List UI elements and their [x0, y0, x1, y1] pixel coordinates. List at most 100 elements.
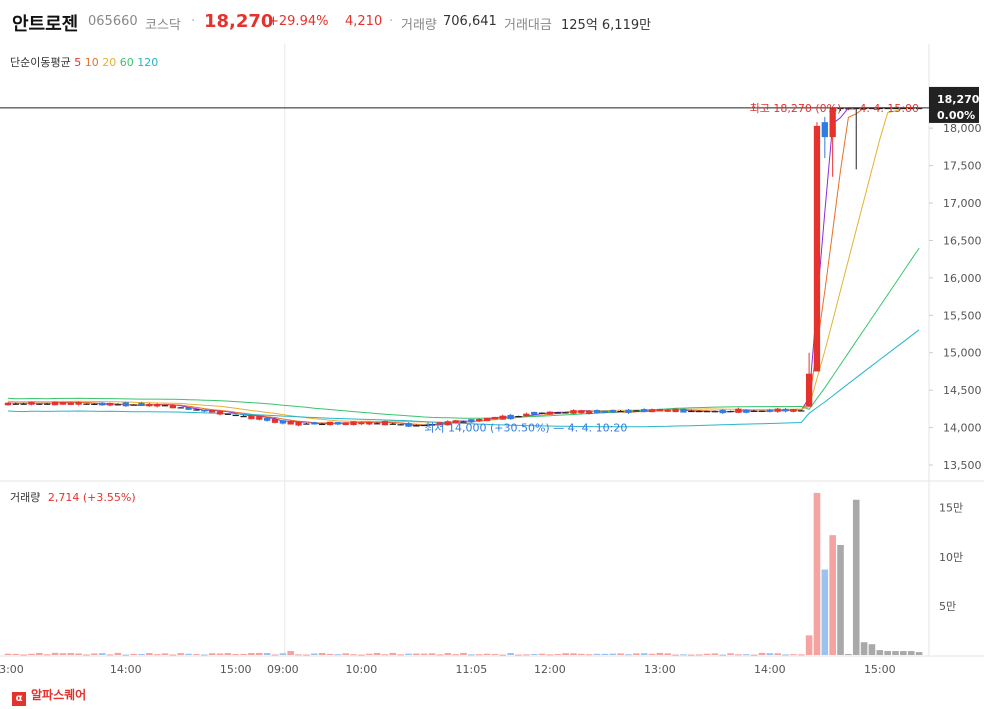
price-tag: 18,270 0.00% [929, 86, 980, 123]
candle-body [295, 421, 302, 426]
price-tick-label: 15,000 [943, 347, 982, 360]
volume-tick-label: 10만 [939, 551, 963, 564]
volume-bar [255, 652, 263, 655]
amount-value: 125억 6,119만 [561, 18, 652, 33]
candle-body [44, 403, 51, 405]
candle-body [279, 420, 286, 424]
candle-body [366, 422, 373, 425]
price-tick-label: 17,500 [943, 160, 982, 173]
candle-body [821, 122, 828, 138]
candle-body [154, 404, 161, 407]
volume-bar [900, 651, 907, 655]
volume-bar [672, 654, 679, 656]
candle-body [531, 411, 538, 415]
candle-body [413, 425, 420, 427]
volume-bar [585, 654, 593, 656]
candle-body [853, 107, 860, 110]
volume-bar [907, 651, 915, 655]
candle-body [570, 410, 577, 414]
price-tick-label: 16,000 [943, 272, 982, 285]
volume-bar [295, 654, 302, 656]
candle-body [468, 419, 475, 423]
ma-line-60 [7, 247, 920, 419]
candle-body [20, 403, 27, 405]
volume-bar [475, 654, 483, 656]
candle-body [672, 408, 679, 413]
candle-body [695, 410, 703, 413]
volume-value: 706,641 [443, 14, 497, 29]
candle-body [908, 107, 915, 110]
volume-bar [20, 654, 27, 656]
price-tick-label: 15,500 [943, 309, 982, 322]
volume-bar [75, 653, 82, 655]
volume-bar [648, 653, 656, 655]
candle-body [593, 410, 601, 413]
volume-bar [98, 653, 106, 655]
candle-body [177, 407, 184, 409]
volume-bar [829, 535, 836, 655]
candle-body [476, 418, 483, 422]
volume-bar [633, 653, 640, 655]
candle-body [224, 413, 232, 415]
volume-bar [695, 654, 703, 656]
volume-bar [4, 653, 12, 655]
volume-bar [601, 653, 609, 655]
candle-body [373, 423, 381, 425]
volume-bar [687, 654, 695, 656]
candle-body [750, 410, 758, 412]
volume-bar [664, 653, 672, 655]
volume-bar [342, 653, 349, 655]
candle-body [358, 422, 365, 425]
volume-bar [680, 654, 687, 656]
candle-body [648, 409, 656, 413]
volume-bar [169, 654, 177, 656]
candle-body [766, 409, 773, 412]
candle-body [680, 408, 687, 413]
volume-bar [224, 653, 232, 655]
candle-body [185, 407, 192, 410]
x-tick-label: 11:05 [456, 663, 488, 676]
candle-body [232, 414, 239, 417]
alphasquare-logo[interactable]: α 알파스퀘어 [12, 686, 86, 706]
moving-average-layer [7, 107, 920, 428]
candle-body [209, 410, 216, 413]
candle-body [381, 421, 389, 426]
volume-bar-layer [4, 492, 923, 656]
ma-period-60: 60 [119, 56, 134, 69]
x-tick-label: 10:00 [346, 663, 378, 676]
candle-body [67, 402, 74, 405]
volume-bar [106, 654, 114, 656]
separator: · [389, 14, 394, 29]
candle-body [350, 421, 357, 426]
volume-bar [420, 653, 428, 655]
volume-bar [860, 642, 868, 655]
candle-body [507, 414, 514, 420]
volume-bar [523, 654, 530, 656]
candle-body [28, 401, 35, 405]
x-tick-label: 15:00 [220, 663, 252, 676]
volume-bar [852, 499, 860, 655]
candle-body [805, 373, 813, 407]
volume-bar [452, 654, 459, 656]
candle-body [915, 107, 923, 110]
candle-body [99, 402, 106, 406]
candle-body [813, 125, 821, 372]
volume-bar [617, 653, 624, 655]
change-percent: +29.94% [268, 14, 329, 29]
volume-bar [428, 653, 436, 655]
volume-bar [444, 653, 452, 655]
volume-bar [114, 652, 122, 655]
volume-bar [530, 654, 538, 656]
candle-body [428, 424, 436, 426]
candle-body [146, 403, 153, 407]
volume-bar [719, 654, 727, 656]
x-tick-label: 12:00 [534, 663, 566, 676]
volume-bar [797, 654, 805, 656]
candle-body [837, 107, 844, 110]
candle-body [114, 404, 122, 406]
volume-bar [146, 653, 153, 655]
volume-tick-label: 15만 [939, 502, 963, 515]
candle-body [546, 411, 554, 415]
candle-body [884, 107, 891, 110]
